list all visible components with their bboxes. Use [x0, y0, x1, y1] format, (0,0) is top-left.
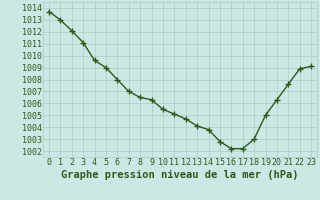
X-axis label: Graphe pression niveau de la mer (hPa): Graphe pression niveau de la mer (hPa)	[61, 170, 299, 180]
